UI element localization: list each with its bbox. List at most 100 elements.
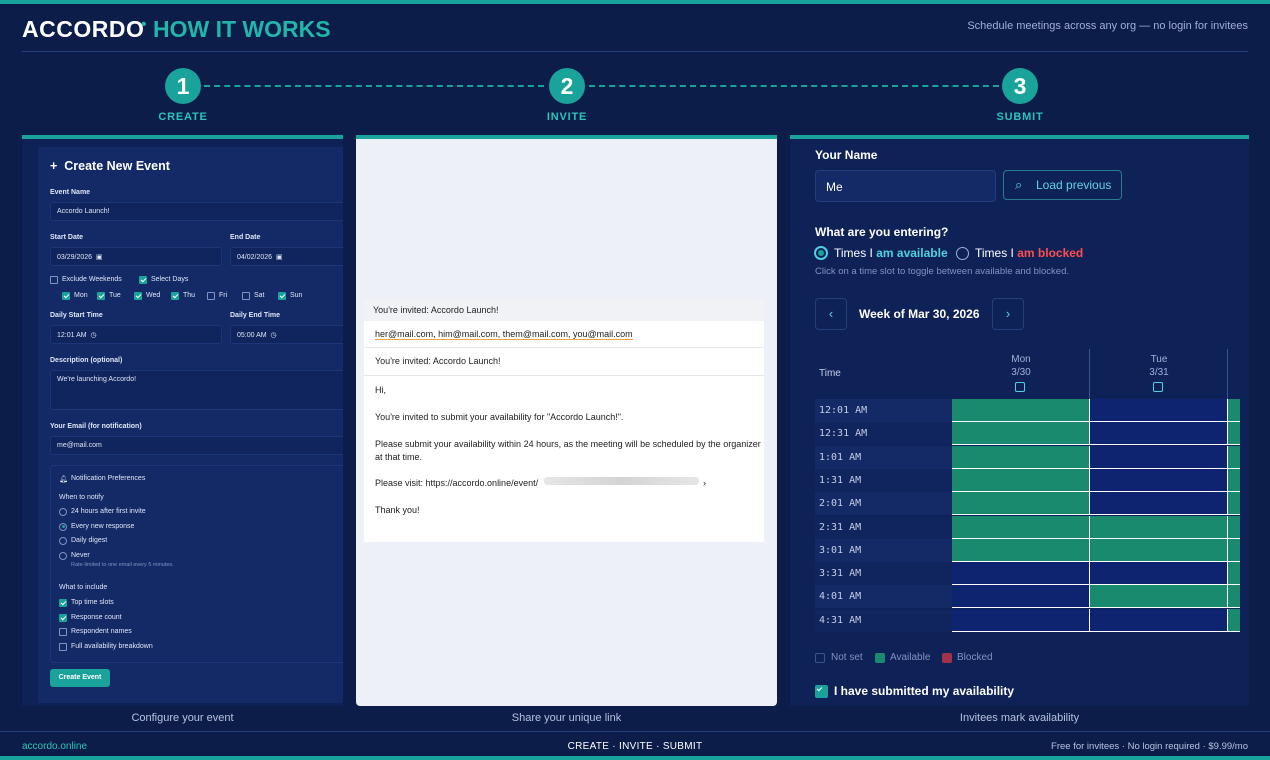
- slot-tue[interactable]: [1090, 538, 1228, 562]
- slot-next-day[interactable]: [1228, 422, 1240, 446]
- slot-mon[interactable]: [952, 422, 1090, 446]
- day-label: Mon: [74, 292, 88, 299]
- email-visit-link[interactable]: Please visit: https://accordo.online/eve…: [375, 478, 539, 488]
- include-checkbox[interactable]: [59, 599, 67, 607]
- create-form: + Create New Event Event Name Accordo La…: [38, 147, 343, 703]
- day-checkbox-fri[interactable]: [207, 292, 215, 300]
- day-checkbox-thu[interactable]: [171, 292, 179, 300]
- blocked-radio[interactable]: [956, 247, 969, 260]
- slot-mon[interactable]: [952, 585, 1090, 609]
- day-date-tue: 3/31: [1149, 367, 1169, 378]
- time-row: [815, 399, 952, 422]
- when-option-label: 24 hours after first invite: [71, 508, 146, 515]
- exclude-weekends-label: Exclude Weekends: [62, 276, 122, 283]
- day-checkbox-mon[interactable]: [62, 292, 70, 300]
- day-checkbox-sun[interactable]: [278, 292, 286, 300]
- slot-tue[interactable]: [1090, 515, 1228, 539]
- slot-mon[interactable]: [952, 538, 1090, 562]
- day-checkbox-wed[interactable]: [134, 292, 142, 300]
- slot-mon[interactable]: [952, 562, 1090, 586]
- footer: accordo.online CREATE · INVITE · SUBMIT …: [0, 731, 1270, 756]
- slot-tue[interactable]: [1090, 468, 1228, 492]
- when-radio[interactable]: [59, 537, 67, 545]
- step-connector: [204, 85, 544, 87]
- when-label: When to notify: [59, 494, 104, 501]
- email-thanks: Thank you!: [375, 505, 420, 515]
- exclude-weekends-checkbox[interactable]: [50, 276, 58, 284]
- slot-next-day[interactable]: [1228, 492, 1240, 516]
- your-name-input[interactable]: Me: [815, 170, 996, 202]
- slot-tue[interactable]: [1090, 585, 1228, 609]
- daily-end-input[interactable]: 05:00 AM ◷: [230, 325, 343, 344]
- bottom-accent-bar: [0, 756, 1270, 760]
- step-3-number: 3: [1002, 68, 1038, 104]
- blocked-option-label[interactable]: Times I am blocked: [975, 246, 1084, 260]
- when-option-label: Every new response: [71, 522, 135, 530]
- when-radio[interactable]: [59, 508, 67, 516]
- time-row: [815, 585, 952, 609]
- slot-mon[interactable]: [952, 468, 1090, 492]
- select-tue-checkbox[interactable]: [1153, 382, 1163, 392]
- day-checkbox-tue[interactable]: [97, 292, 105, 300]
- slot-mon[interactable]: [952, 445, 1090, 469]
- email-input[interactable]: me@mail.com: [50, 436, 343, 455]
- create-event-button[interactable]: Create Event: [50, 669, 110, 687]
- time-row: [815, 538, 952, 562]
- brand-separator: •: [141, 16, 147, 33]
- time-label: 12:01 AM: [819, 405, 868, 416]
- include-checkbox[interactable]: [59, 628, 67, 636]
- day-checkbox-sat[interactable]: [242, 292, 250, 300]
- create-panel: + Create New Event Event Name Accordo La…: [22, 135, 343, 706]
- description-textarea[interactable]: We're launching Accordo!: [50, 370, 343, 410]
- time-column-header: Time: [819, 368, 841, 379]
- prev-week-button[interactable]: ‹: [815, 298, 847, 330]
- slot-mon[interactable]: [952, 399, 1090, 422]
- slot-next-day[interactable]: [1228, 562, 1240, 586]
- select-mon-checkbox[interactable]: [1015, 382, 1025, 392]
- slot-tue[interactable]: [1090, 445, 1228, 469]
- footer-site-link[interactable]: accordo.online: [22, 741, 88, 752]
- next-week-button[interactable]: ›: [992, 298, 1024, 330]
- slot-mon[interactable]: [952, 492, 1090, 516]
- slot-tue[interactable]: [1090, 608, 1228, 632]
- select-days-checkbox[interactable]: [139, 276, 147, 284]
- redacted-link: [544, 477, 699, 485]
- event-name-input[interactable]: Accordo Launch!: [50, 202, 343, 221]
- slot-next-day[interactable]: [1228, 608, 1240, 632]
- slot-mon[interactable]: [952, 515, 1090, 539]
- load-previous-button[interactable]: ⌕ Load previous: [1003, 170, 1122, 200]
- slot-next-day[interactable]: [1228, 399, 1240, 422]
- legend-available: Available: [890, 652, 931, 663]
- start-date-input[interactable]: 03/29/2026 ▣: [50, 247, 222, 266]
- step-1-number: 1: [165, 68, 201, 104]
- daily-start-label: Daily Start Time: [50, 312, 103, 319]
- chevron-right-icon: ›: [1005, 306, 1011, 321]
- email-subject: You're invited: Accordo Launch!: [375, 356, 501, 366]
- day-label: Wed: [146, 292, 161, 299]
- include-checkbox[interactable]: [59, 642, 67, 651]
- when-radio[interactable]: [59, 551, 67, 560]
- when-radio[interactable]: [59, 522, 67, 531]
- slot-next-day[interactable]: [1228, 515, 1240, 539]
- slot-next-day[interactable]: [1228, 468, 1240, 492]
- include-checkbox[interactable]: [59, 613, 67, 622]
- slot-tue[interactable]: [1090, 492, 1228, 516]
- slot-next-day[interactable]: [1228, 445, 1240, 469]
- available-option-label[interactable]: Times I am available: [834, 246, 948, 260]
- submitted-checkbox[interactable]: [815, 685, 828, 698]
- slot-tue[interactable]: [1090, 422, 1228, 446]
- end-date-input[interactable]: 04/02/2026 ▣: [230, 247, 343, 266]
- notif-title: Notification Preferences: [71, 475, 146, 482]
- slot-mon[interactable]: [952, 608, 1090, 632]
- slot-next-day[interactable]: [1228, 585, 1240, 609]
- time-label: 2:01 AM: [819, 498, 862, 510]
- time-label: 3:31 AM: [819, 568, 862, 580]
- slot-tue[interactable]: [1090, 562, 1228, 586]
- slot-next-day[interactable]: [1228, 538, 1240, 562]
- availability-grid-header: Time Mon 3/30 Tue 3/31: [815, 349, 1240, 399]
- slot-tue[interactable]: [1090, 399, 1228, 422]
- time-label: 4:31 AM: [819, 614, 862, 626]
- daily-start-input[interactable]: 12:01 AM ◷: [50, 325, 222, 344]
- available-radio[interactable]: [814, 246, 828, 260]
- entering-label: What are you entering?: [815, 225, 949, 239]
